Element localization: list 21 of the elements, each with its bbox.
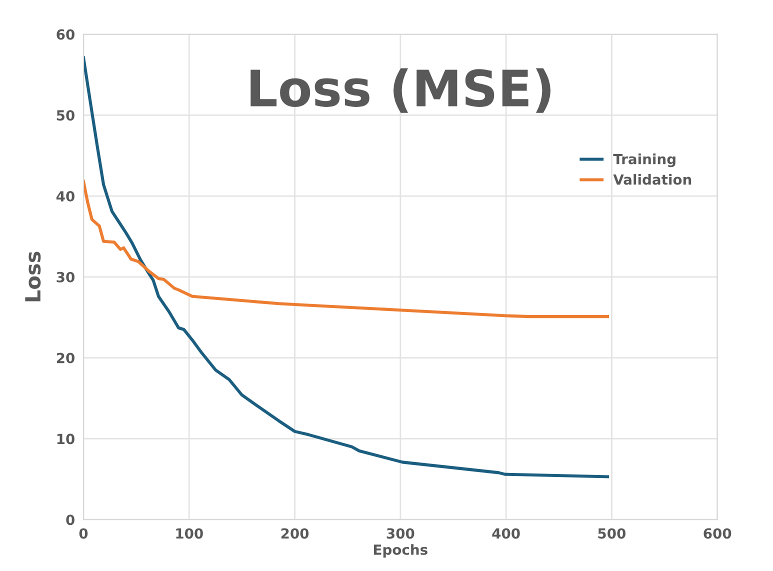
legend-label: Validation [613,174,692,185]
x-tick-label: 300 [386,528,414,539]
y-tick-label: 0 [66,514,74,526]
x-tick-label: 200 [281,528,309,539]
y-tick-label: 40 [56,191,74,202]
line-series [83,180,610,318]
y-tick-label: 20 [56,352,74,364]
y-axis-title: Loss [25,252,41,302]
x-axis-title: Epochs [374,544,428,558]
y-tick-label: 60 [56,29,74,40]
legend-label: Training [613,154,676,168]
x-tick-label: 0 [79,528,88,539]
y-tick-label: 50 [56,110,74,121]
x-tick-label: 100 [176,528,203,539]
y-tick-label: 30 [56,272,74,282]
text: Loss (MSE) [250,68,551,113]
y-tick-label: 10 [57,434,74,444]
x-tick-label: 500 [598,528,626,539]
line-series [83,56,610,478]
x-tick-label: 400 [492,528,520,539]
x-tick-label: 600 [704,528,732,539]
